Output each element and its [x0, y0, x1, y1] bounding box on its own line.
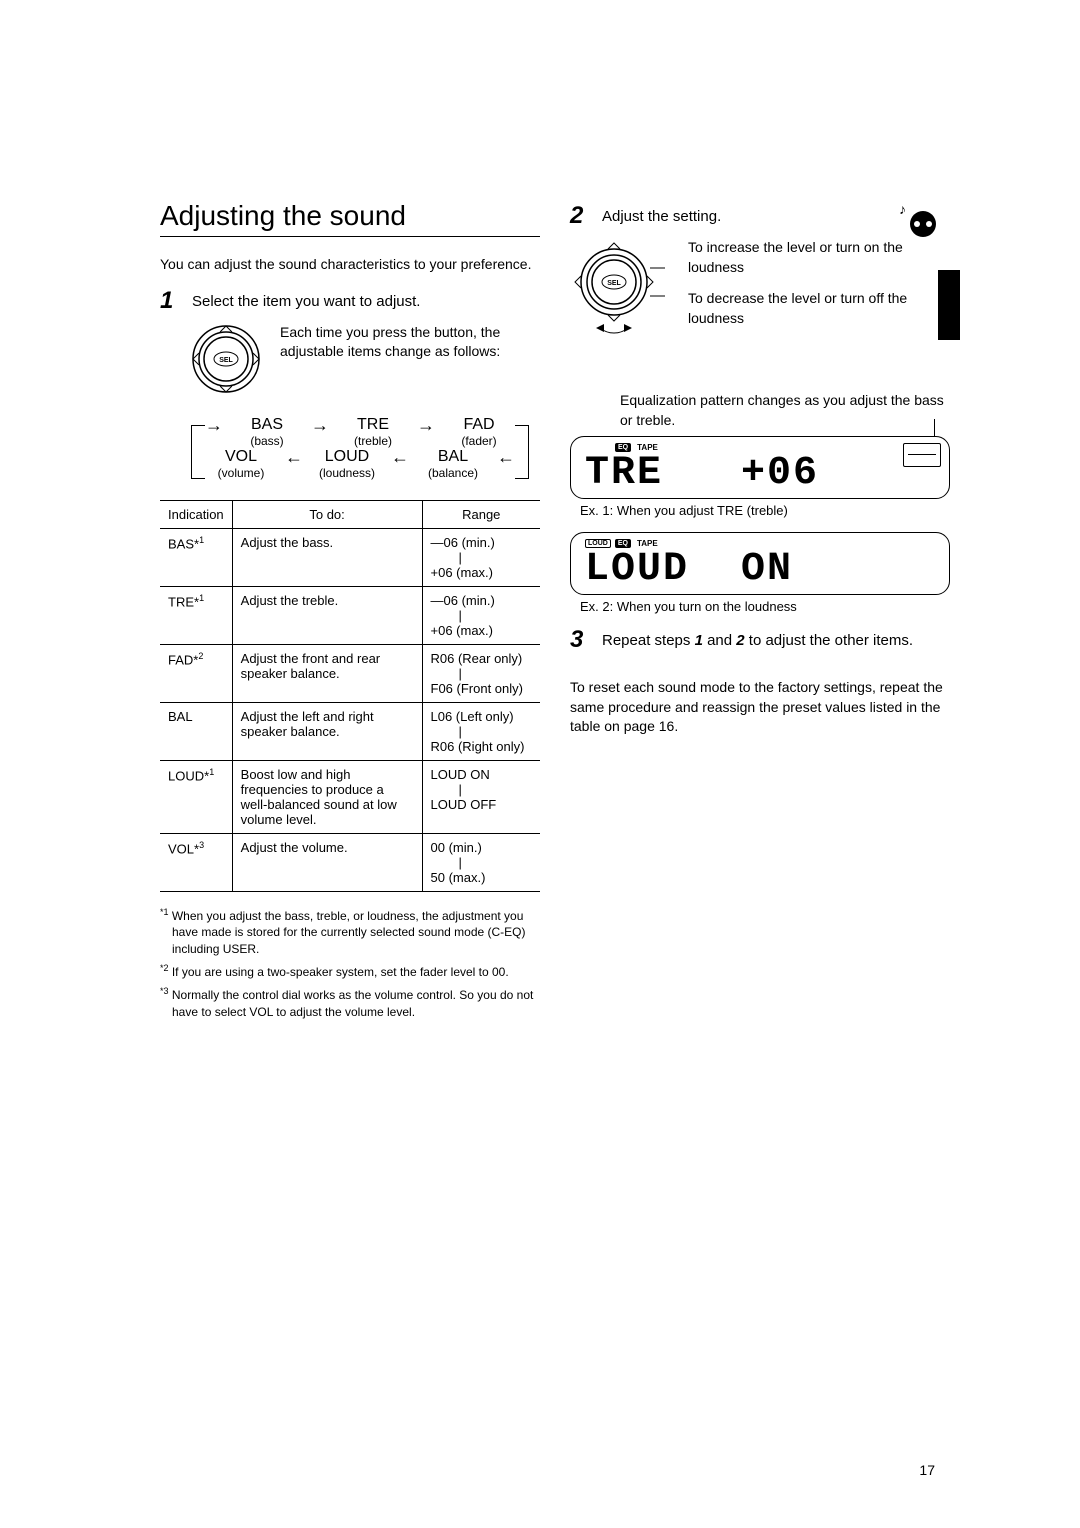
lcd-display-2: LOUD EQ TAPE LOUD ON [570, 532, 950, 595]
footnotes: *1 When you adjust the bass, treble, or … [160, 906, 540, 1021]
step1-dial-text: Each time you press the button, the adju… [280, 323, 540, 362]
step-number: 2 [570, 204, 590, 228]
step-1: 1 Select the item you want to adjust. [160, 289, 540, 313]
lcd-display-1: EQ TAPE TRE +06 [570, 436, 950, 499]
reset-note: To reset each sound mode to the factory … [570, 678, 950, 737]
th-indication: Indication [160, 500, 232, 528]
th-range: Range [422, 500, 540, 528]
svg-text:SEL: SEL [219, 357, 233, 364]
footnote-2: *2 If you are using a two-speaker system… [160, 962, 540, 981]
table-row: BALAdjust the left and right speaker bal… [160, 702, 540, 760]
lcd1-caption: Ex. 1: When you adjust TRE (treble) [580, 503, 950, 518]
sel-dial-icon: SEL [190, 323, 262, 400]
footnote-3: *3 Normally the control dial works as th… [160, 985, 540, 1021]
step-text: Repeat steps 1 and 2 to adjust the other… [602, 628, 913, 649]
table-row: BAS*1Adjust the bass.—06 (min.)|+06 (max… [160, 528, 540, 586]
sel-dial-icon: SEL [570, 238, 670, 373]
flow-vol: VOL [201, 448, 281, 466]
cassette-icon: ♪ [892, 200, 940, 245]
flow-loud: LOUD [307, 448, 387, 466]
step-text: Select the item you want to adjust. [192, 289, 420, 310]
step-text: Adjust the setting. [602, 204, 721, 225]
footnote-1: *1 When you adjust the bass, treble, or … [160, 906, 540, 958]
flow-tre: TRE [333, 416, 413, 434]
page-tab [938, 270, 960, 340]
page-number: 17 [919, 1462, 935, 1478]
lcd2-caption: Ex. 2: When you turn on the loudness [580, 599, 950, 614]
step1-dial-row: SEL Each time you press the button, the … [190, 323, 540, 400]
table-row: LOUD*1Boost low and high frequencies to … [160, 760, 540, 833]
flow-bal: BAL [413, 448, 493, 466]
intro-text: You can adjust the sound characteristics… [160, 255, 540, 275]
flow-diagram: → BAS(bass) → TRE(treble) → FAD(fader) V… [180, 416, 540, 480]
left-column: Adjusting the sound You can adjust the s… [160, 200, 540, 1024]
table-row: FAD*2Adjust the front and rear speaker b… [160, 644, 540, 702]
lcd1-segment: TRE +06 [585, 454, 935, 494]
step-number: 3 [570, 628, 590, 652]
svg-text:♪: ♪ [899, 201, 906, 217]
lcd2-segment: LOUD ON [585, 550, 935, 590]
action-decrease: To decrease the level or turn off the lo… [688, 289, 950, 328]
flow-fad: FAD [439, 416, 519, 434]
step-3: 3 Repeat steps 1 and 2 to adjust the oth… [570, 628, 950, 652]
sound-table: Indication To do: Range BAS*1Adjust the … [160, 500, 540, 892]
flow-bas: BAS [227, 416, 307, 434]
right-column: 2 Adjust the setting. SEL [570, 200, 950, 1024]
table-row: VOL*3Adjust the volume.00 (min.)|50 (max… [160, 833, 540, 891]
section-title: Adjusting the sound [160, 200, 540, 237]
eq-note: Equalization pattern changes as you adju… [620, 391, 950, 430]
svg-text:SEL: SEL [607, 280, 621, 287]
table-row: TRE*1Adjust the treble.—06 (min.)|+06 (m… [160, 586, 540, 644]
step-number: 1 [160, 289, 180, 313]
step2-dial-actions: SEL To increase the level or turn on the… [570, 238, 950, 373]
th-todo: To do: [232, 500, 422, 528]
